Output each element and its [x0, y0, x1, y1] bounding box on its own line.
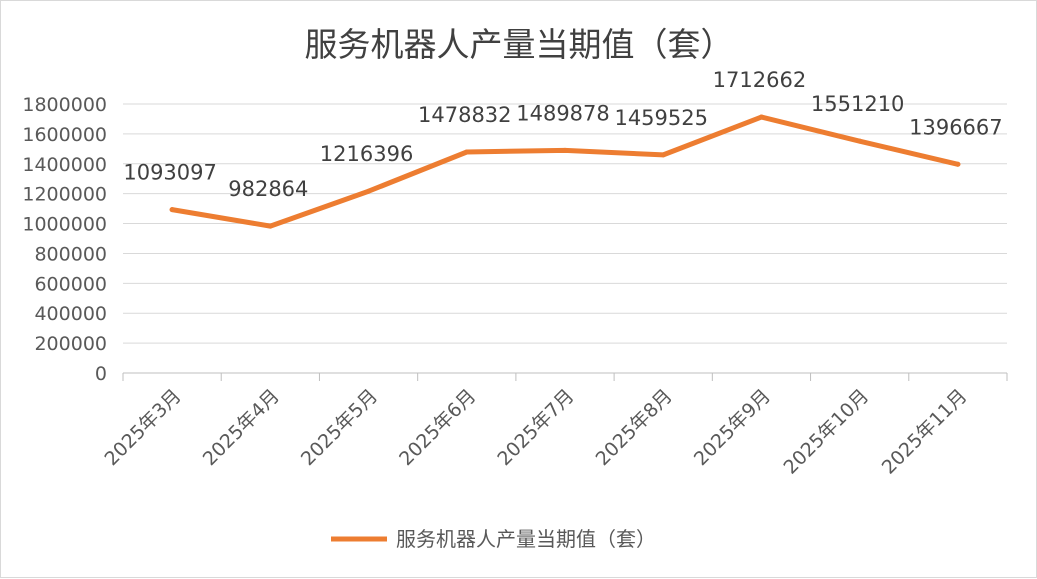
y-axis: 0 200000 400000 600000 800000 1000000 1200000 1… — [22, 94, 107, 385]
x-tick-label: 2025年8月 — [592, 385, 677, 470]
data-label: 1489878 — [516, 101, 610, 125]
series-layer — [169, 114, 961, 229]
data-point — [366, 188, 372, 194]
x-tick-label: 2025年7月 — [493, 385, 578, 470]
data-point — [562, 147, 568, 153]
data-point — [267, 223, 273, 229]
data-label: 982864 — [228, 177, 308, 201]
legend: 服务机器人产量当期值（套） — [331, 527, 656, 551]
x-tick-label: 2025年3月 — [100, 385, 185, 470]
data-point — [169, 207, 175, 213]
x-tick-label: 2025年5月 — [297, 385, 382, 470]
data-point — [758, 114, 764, 120]
y-tick-label: 1600000 — [22, 124, 107, 146]
data-point — [955, 161, 961, 167]
data-point — [660, 152, 666, 158]
y-tick-label: 1000000 — [22, 214, 107, 236]
x-tick-label: 2025年10月 — [779, 385, 873, 479]
y-tick-label: 800000 — [34, 243, 107, 265]
y-tick-label: 1800000 — [22, 94, 107, 116]
x-tick-label: 2025年11月 — [878, 385, 972, 479]
x-tick-label: 2025年6月 — [395, 385, 480, 470]
data-label: 1396667 — [909, 115, 1003, 139]
y-tick-label: 200000 — [34, 333, 107, 355]
data-point — [464, 149, 470, 155]
y-tick-label: 1200000 — [22, 184, 107, 206]
y-tick-label: 0 — [95, 363, 107, 385]
data-label: 1551210 — [811, 92, 905, 116]
data-label: 1093097 — [123, 161, 217, 185]
data-label: 1478832 — [418, 103, 512, 127]
data-label: 1459525 — [614, 106, 708, 130]
y-tick-label: 600000 — [34, 273, 107, 295]
x-axis: 2025年3月 2025年4月 2025年5月 2025年6月 2025年7月 2025年… — [100, 372, 1008, 479]
legend-label: 服务机器人产量当期值（套） — [396, 527, 656, 551]
y-tick-label: 1400000 — [22, 154, 107, 176]
x-tick-label: 2025年9月 — [690, 385, 775, 470]
y-tick-label: 400000 — [34, 303, 107, 325]
data-label: 1216396 — [320, 142, 414, 166]
data-point — [857, 138, 863, 144]
chart-title: 服务机器人产量当期值（套） — [305, 25, 734, 64]
data-label: 1712662 — [713, 68, 807, 92]
x-tick-label: 2025年4月 — [199, 385, 284, 470]
